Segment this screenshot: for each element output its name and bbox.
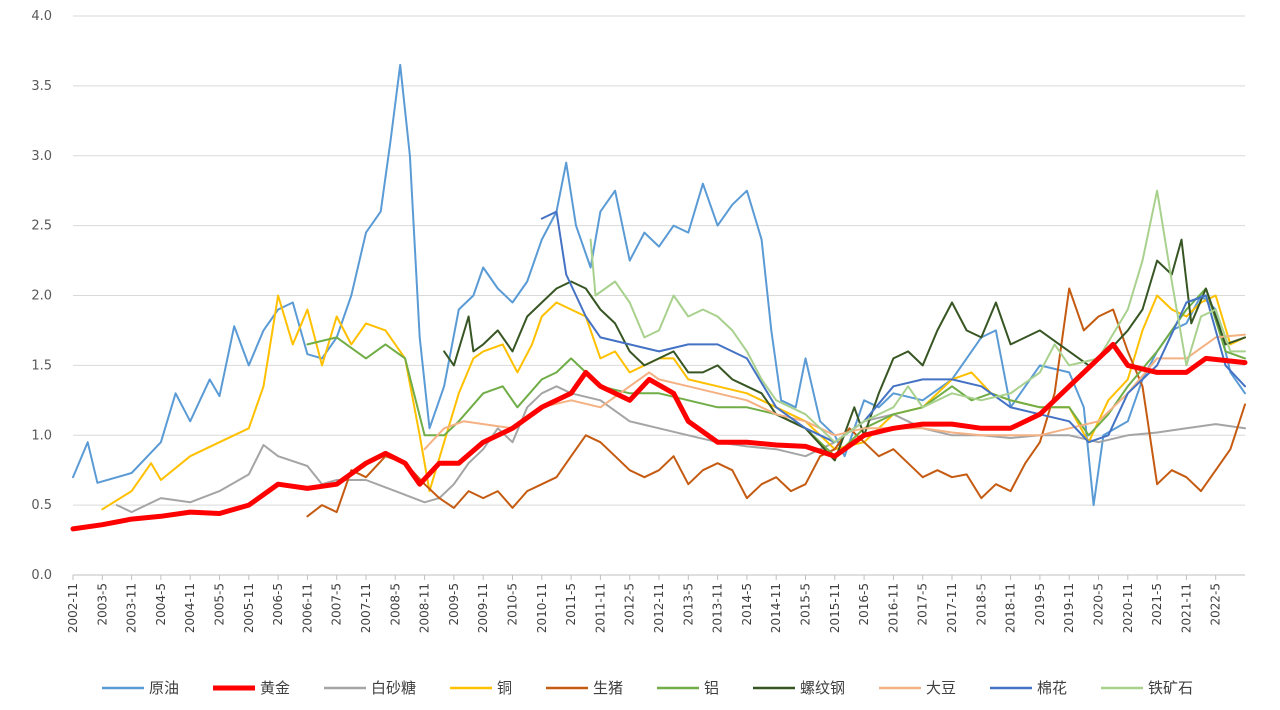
- x-tick-label: 2008-5: [388, 583, 402, 626]
- x-tick-label: 2012-11: [652, 583, 666, 633]
- x-tick-label: 2021-11: [1179, 583, 1193, 633]
- legend-label: 生猪: [593, 679, 623, 697]
- x-tick-label: 2017-5: [916, 583, 930, 626]
- y-tick-label: 1.0: [31, 428, 52, 443]
- x-tick-label: 2002-11: [66, 583, 80, 633]
- series-line-2: [70, 341, 1248, 532]
- y-tick-label: 1.5: [31, 358, 52, 373]
- y-tick-label: 0.0: [31, 568, 52, 583]
- gridlines: [73, 15, 1245, 506]
- x-tick-label: 2006-11: [300, 583, 314, 633]
- y-tick-label: 0.5: [31, 498, 52, 513]
- x-tick-label: 2017-11: [945, 583, 959, 633]
- series-lines: [70, 63, 1248, 532]
- legend-label: 铜: [497, 679, 512, 697]
- x-tick-label: 2009-5: [447, 583, 461, 626]
- legend-label: 大豆: [926, 679, 956, 697]
- x-tick-label: 2010-5: [506, 583, 520, 626]
- x-tick-label: 2015-11: [828, 583, 842, 633]
- legend-label: 螺纹钢: [800, 679, 845, 697]
- y-tick-label: 4.0: [31, 9, 52, 24]
- x-tick-label: 2012-5: [623, 583, 637, 626]
- x-tick-label: 2016-5: [857, 583, 871, 626]
- x-tick-label: 2015-5: [799, 583, 813, 626]
- x-tick-label: 2011-5: [564, 583, 578, 626]
- legend-label: 铝: [704, 679, 719, 697]
- series-line-4: [101, 294, 1246, 511]
- x-tick-label: 2014-11: [769, 583, 783, 633]
- x-tick-label: 2021-5: [1150, 583, 1164, 626]
- x-tick-label: 2014-5: [740, 583, 754, 626]
- x-tick-label: 2010-11: [535, 583, 549, 633]
- legend: 原油 黄金 白砂糖 铜 生猪 铝 螺纹钢 大豆 棉花 铁矿石: [102, 679, 1193, 697]
- x-tick-label: 2020-5: [1092, 583, 1106, 626]
- x-tick-label: 2013-11: [711, 583, 725, 633]
- legend-label: 铁矿石: [1148, 679, 1193, 697]
- x-tick-label: 2004-5: [154, 583, 168, 626]
- series-line-1: [72, 63, 1246, 507]
- legend-label: 原油: [149, 679, 179, 697]
- x-tick-label: 2022-5: [1209, 583, 1223, 626]
- series-line-8: [423, 333, 1246, 451]
- x-tick-label: 2006-5: [271, 583, 285, 626]
- x-tick-label: 2003-11: [125, 583, 139, 633]
- x-tick-label: 2009-11: [476, 583, 490, 633]
- x-tick-label: 2007-5: [330, 583, 344, 626]
- x-tick-label: 2005-11: [242, 583, 256, 633]
- x-tick-label: 2011-11: [593, 583, 607, 633]
- y-tick-label: 3.0: [31, 149, 52, 164]
- x-tick-label: 2007-11: [359, 583, 373, 633]
- x-tick-label: 2018-11: [1004, 583, 1018, 633]
- x-tick-label: 2020-11: [1121, 583, 1135, 633]
- y-tick-label: 2.5: [31, 219, 52, 234]
- x-tick-label: 2005-5: [213, 583, 227, 626]
- series-line-9: [540, 210, 1246, 444]
- x-tick-label: 2018-5: [974, 583, 988, 626]
- legend-label: 白砂糖: [371, 679, 416, 697]
- x-tick-label: 2003-5: [95, 583, 109, 626]
- axes: 0.0 0.5 1.0 1.5 2.0 2.5 3.0 3.5 4.0 2002-11 2003-5…: [31, 9, 1245, 633]
- y-tick-label: 3.5: [31, 79, 52, 94]
- x-tick-label: 2019-5: [1033, 583, 1047, 626]
- series-line-7: [443, 238, 1246, 462]
- x-tick-label: 2008-11: [418, 583, 432, 633]
- series-line-5: [306, 287, 1246, 518]
- x-tick-label: 2019-11: [1062, 583, 1076, 633]
- x-tick-label: 2016-11: [886, 583, 900, 633]
- x-tick-label: 2013-5: [681, 583, 695, 626]
- x-tick-label: 2004-11: [183, 583, 197, 633]
- legend-label: 黄金: [260, 679, 290, 697]
- series-line-6: [306, 287, 1246, 458]
- y-tick-label: 2.0: [31, 289, 52, 304]
- series-line-10: [589, 189, 1246, 444]
- legend-label: 棉花: [1037, 679, 1067, 697]
